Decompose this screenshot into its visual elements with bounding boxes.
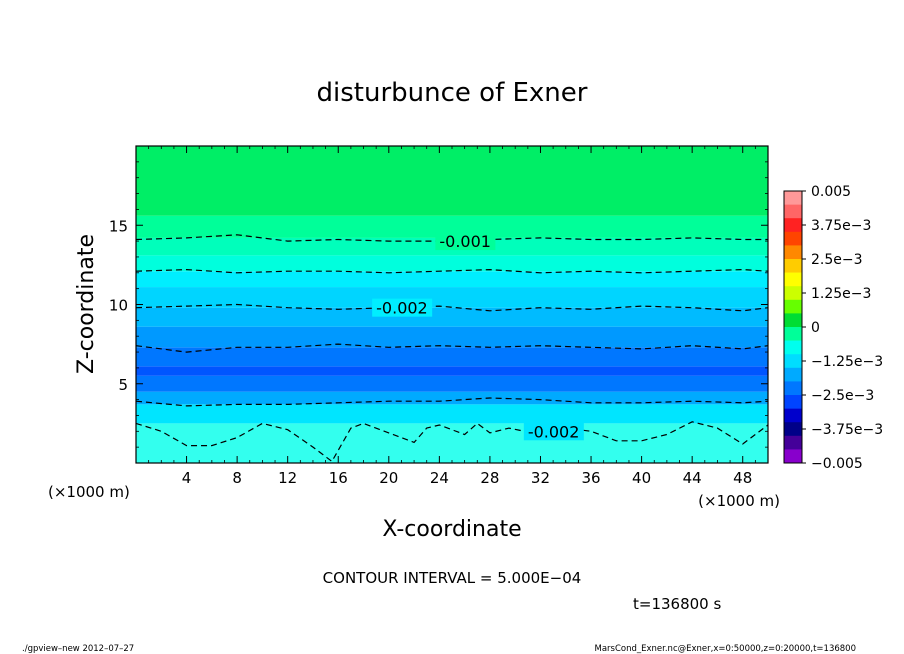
colorbar-swatch-16 xyxy=(784,408,802,423)
x-tick-label-9: 40 xyxy=(632,469,651,487)
band-5 xyxy=(136,347,768,367)
contour-label-bg-5 xyxy=(523,422,584,441)
colorbar-label-8: −0.005 xyxy=(811,456,863,472)
colorbar-swatch-3 xyxy=(784,231,802,246)
x-tick-label-0: 4 xyxy=(182,469,192,487)
band-12 xyxy=(136,215,768,238)
colorbar-label-7: −3.75e−3 xyxy=(811,422,883,438)
x-axis-ticks: 4 8 12 16 20 24 28 32 36 40 44 48 xyxy=(148,146,756,487)
colorbar-label-0: 0.005 xyxy=(811,184,851,200)
contour-label-2: -0.002 xyxy=(376,299,428,318)
band-6 xyxy=(136,326,768,348)
y-tick-label-1: 10 xyxy=(109,297,128,315)
colorbar-swatch-14 xyxy=(784,381,802,396)
x-axis-label: X-coordinate xyxy=(382,517,521,542)
x-tick-label-11: 48 xyxy=(733,469,752,487)
colorbar-label-4: 0 xyxy=(811,320,820,336)
colorbar-label-5: −1.25e−3 xyxy=(811,354,883,370)
chart-title: disturbunce of Exner xyxy=(317,78,588,108)
contour-interval-text: CONTOUR INTERVAL = 5.000E−04 xyxy=(323,569,582,587)
colorbar-swatch-8 xyxy=(784,299,802,314)
footer-right-text: MarsCond_Exner.nc@Exner,x=0:50000,z=0:20… xyxy=(594,644,856,654)
x-tick-label-8: 36 xyxy=(581,469,600,487)
colorbar-swatch-4 xyxy=(784,245,802,260)
band-7 xyxy=(136,307,768,327)
x-unit-right: (×1000 m) xyxy=(698,492,780,510)
colorbar-swatch-18 xyxy=(784,435,802,450)
heatmap-bands xyxy=(136,146,768,463)
y-axis-label: Z-coordinate xyxy=(74,234,99,374)
x-tick-label-4: 20 xyxy=(379,469,398,487)
colorbar-swatch-5 xyxy=(784,259,802,273)
colorbar-swatch-1 xyxy=(784,204,802,219)
x-tick-label-1: 8 xyxy=(232,469,242,487)
band-2 xyxy=(136,391,768,405)
colorbar-swatch-10 xyxy=(784,327,802,341)
colorbar-label-1: 3.75e−3 xyxy=(811,218,871,234)
band-8 xyxy=(136,287,768,308)
colorbar-swatch-11 xyxy=(784,340,802,355)
x-tick-label-7: 32 xyxy=(531,469,550,487)
contour-lines: -0.001 -0.002 -0.002 xyxy=(135,232,769,463)
colorbar-swatch-0 xyxy=(784,191,802,205)
colorbar-label-3: 1.25e−3 xyxy=(811,286,871,302)
time-text: t=136800 s xyxy=(633,595,721,613)
colorbar-swatch-13 xyxy=(784,367,802,382)
colorbar-label-2: 2.5e−3 xyxy=(811,252,863,268)
contour-label-bg-2 xyxy=(372,298,433,317)
band-10 xyxy=(136,255,768,272)
plot-area: -0.001-0.002-0.002 4 8 12 16 20 24 28 32 36 40 44 4… xyxy=(109,145,769,487)
contour-line-5 xyxy=(135,421,769,463)
footer-left-text: ./gpview–new 2012–07–27 xyxy=(22,644,134,654)
colorbar-swatch-15 xyxy=(784,395,802,409)
contour-label-5: -0.002 xyxy=(528,422,580,441)
colorbar-swatch-19 xyxy=(784,449,802,464)
colorbar: 0.005 3.75e−3 2.5e−3 1.25e−3 0 −1.25e−3 −2.5e−… xyxy=(783,184,883,472)
x-tick-label-5: 24 xyxy=(430,469,449,487)
contour-label-0: -0.001 xyxy=(439,232,491,251)
colorbar-swatch-17 xyxy=(784,422,802,437)
x-tick-label-2: 12 xyxy=(278,469,297,487)
band-3 xyxy=(136,375,768,392)
y-tick-label-2: 15 xyxy=(109,217,128,235)
contour-line-3 xyxy=(135,343,769,353)
x-tick-label-6: 28 xyxy=(480,469,499,487)
band-0 xyxy=(136,423,768,463)
colorbar-swatch-7 xyxy=(784,286,802,301)
x-tick-label-3: 16 xyxy=(329,469,348,487)
x-unit-left: (×1000 m) xyxy=(48,483,130,501)
x-tick-label-10: 44 xyxy=(683,469,702,487)
colorbar-swatch-9 xyxy=(784,313,802,328)
contour-label-bg-0 xyxy=(435,232,496,251)
colorbar-swatch-12 xyxy=(784,354,802,369)
colorbar-label-6: −2.5e−3 xyxy=(811,388,874,404)
y-tick-label-0: 5 xyxy=(118,376,128,394)
band-4 xyxy=(136,366,768,376)
band-1 xyxy=(136,404,768,424)
band-13 xyxy=(136,146,768,216)
colorbar-swatch-6 xyxy=(784,272,802,287)
band-9 xyxy=(136,271,768,288)
y-axis-ticks: 5 10 15 xyxy=(109,161,768,448)
colorbar-swatch-2 xyxy=(784,218,802,233)
